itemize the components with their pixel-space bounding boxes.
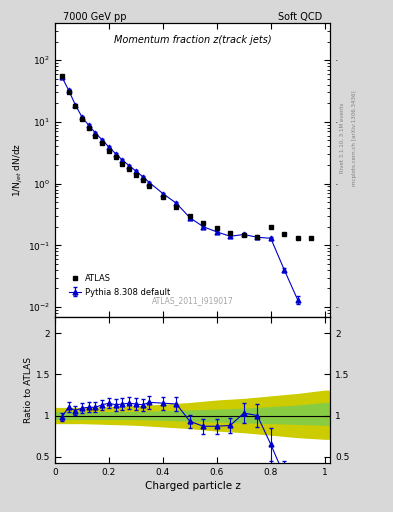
X-axis label: Charged particle z: Charged particle z [145, 481, 241, 492]
Text: Rivet 3.1.10, 3.1M events: Rivet 3.1.10, 3.1M events [340, 103, 345, 174]
Y-axis label: 1/N$_{jet}$ dN/dz: 1/N$_{jet}$ dN/dz [12, 143, 25, 197]
Text: mcplots.cern.ch [arXiv:1306.3436]: mcplots.cern.ch [arXiv:1306.3436] [352, 91, 357, 186]
Text: ATLAS_2011_I919017: ATLAS_2011_I919017 [152, 296, 233, 305]
Text: 7000 GeV pp: 7000 GeV pp [63, 11, 127, 22]
Text: Soft QCD: Soft QCD [278, 11, 322, 22]
Legend: ATLAS, Pythia 8.308 default: ATLAS, Pythia 8.308 default [65, 270, 174, 301]
Y-axis label: Ratio to ATLAS: Ratio to ATLAS [24, 357, 33, 423]
Text: Momentum fraction z(track jets): Momentum fraction z(track jets) [114, 35, 272, 45]
